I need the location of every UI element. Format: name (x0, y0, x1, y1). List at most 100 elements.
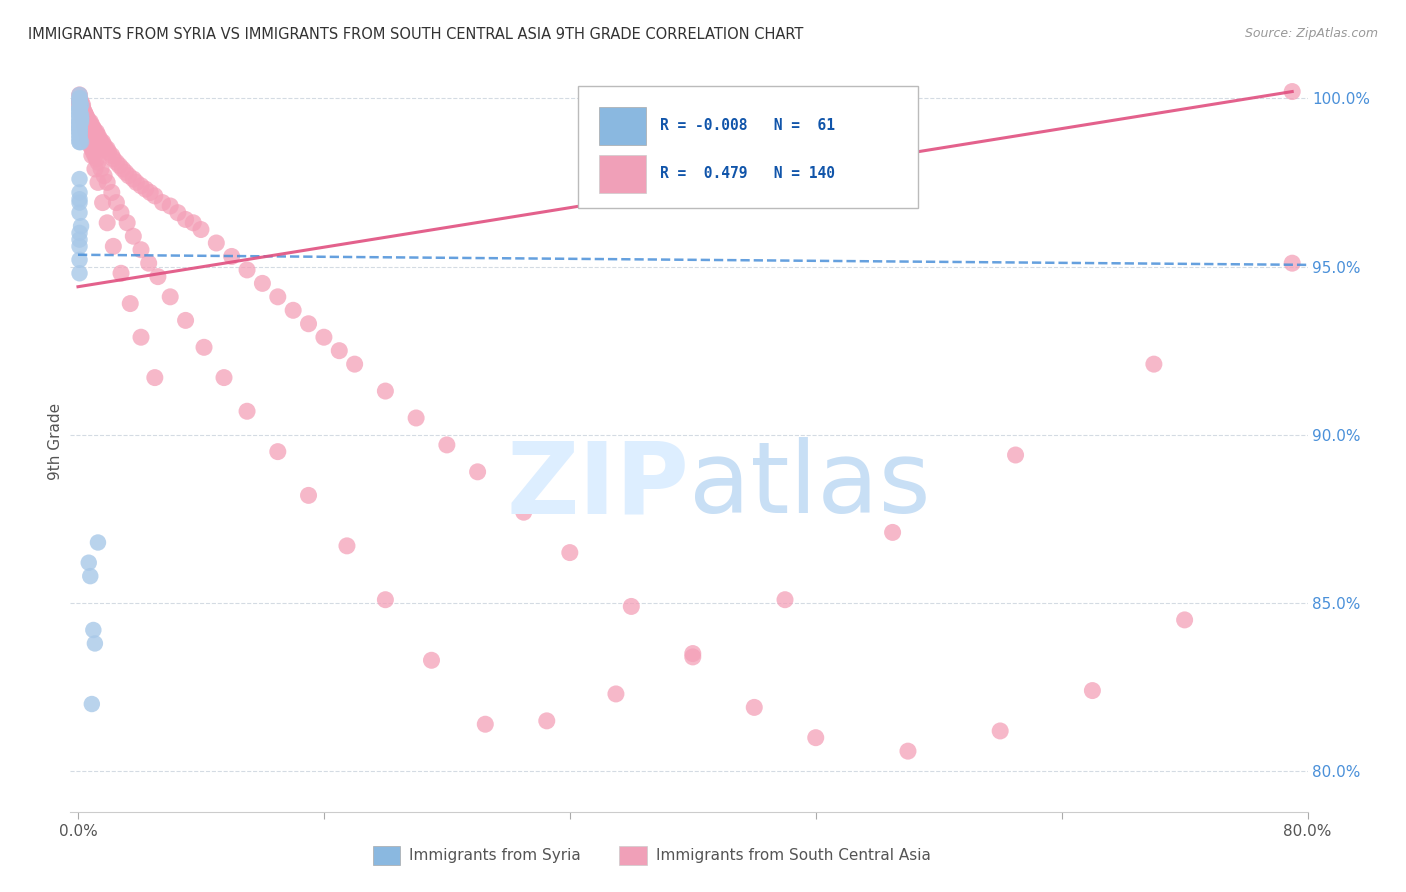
Text: ZIP: ZIP (506, 437, 689, 534)
Point (70, 135, 93, 149)
Legend: Immigrants from Syria, Immigrants from South Central Asia: Immigrants from Syria, Immigrants from S… (367, 840, 936, 871)
Point (76, 131, 98, 145)
Point (93, 169, 115, 183)
Point (512, 505, 534, 519)
Point (77, 115, 100, 129)
Point (76, 112, 98, 126)
Point (159, 199, 181, 213)
Point (69, 252, 91, 267)
Point (988, 723, 1011, 738)
Point (682, 647, 704, 661)
Point (1143, 357, 1166, 371)
Point (69, 91, 91, 105)
Text: IMMIGRANTS FROM SYRIA VS IMMIGRANTS FROM SOUTH CENTRAL ASIA 9TH GRADE CORRELATIO: IMMIGRANTS FROM SYRIA VS IMMIGRANTS FROM… (28, 27, 803, 42)
Point (1004, 448, 1026, 462)
Point (82, 121, 104, 136)
Point (174, 313, 197, 327)
Point (72, 108, 94, 122)
Point (72, 102, 94, 116)
Point (110, 205, 132, 219)
Point (174, 212, 197, 227)
Point (536, 714, 558, 728)
Point (86, 152, 108, 166)
Point (80, 121, 103, 136)
Point (69, 102, 91, 116)
Point (72, 108, 94, 122)
Point (742, 700, 765, 714)
Point (70, 102, 93, 116)
Point (87, 535, 110, 549)
Point (72, 98, 94, 112)
Point (122, 172, 145, 186)
Point (82, 623, 104, 637)
Point (474, 717, 496, 731)
Point (69, 131, 91, 145)
Point (82, 145, 104, 160)
Point (69, 102, 91, 116)
Point (129, 243, 152, 257)
Point (75, 121, 97, 136)
Point (69, 87, 91, 102)
Point (374, 384, 396, 398)
Point (69, 186, 91, 200)
Point (69, 95, 91, 109)
Point (336, 539, 359, 553)
Point (94, 142, 117, 156)
Point (138, 256, 160, 270)
Point (90, 135, 112, 149)
Point (804, 731, 827, 745)
Point (620, 599, 643, 614)
Point (69, 121, 91, 136)
Point (73, 118, 96, 132)
Point (135, 182, 157, 196)
Point (69, 226, 91, 240)
Point (69, 108, 91, 122)
Point (69, 104, 91, 119)
Point (69, 118, 91, 132)
Point (436, 438, 458, 452)
Point (75, 108, 97, 122)
Point (103, 152, 125, 166)
Point (221, 250, 243, 264)
Point (111, 161, 134, 176)
Point (69, 233, 91, 247)
Point (252, 277, 274, 291)
Point (91, 135, 114, 149)
Point (70, 108, 93, 122)
Point (143, 370, 166, 384)
Point (70, 115, 93, 129)
Bar (599, 106, 645, 145)
Point (236, 404, 259, 418)
Point (83, 161, 105, 176)
Point (87, 176, 110, 190)
Point (69, 104, 91, 119)
Point (558, 546, 581, 560)
Text: R = -0.008   N =  61: R = -0.008 N = 61 (661, 119, 835, 133)
Point (69, 125, 91, 139)
Point (129, 178, 152, 193)
Point (83, 125, 105, 139)
Point (69, 115, 91, 129)
Point (312, 330, 335, 344)
Point (159, 290, 181, 304)
Point (467, 465, 489, 479)
Point (69, 125, 91, 139)
Point (69, 95, 91, 109)
Point (73, 115, 96, 129)
Point (80, 148, 103, 162)
Point (80, 697, 103, 711)
Point (86, 128, 108, 143)
Point (69, 104, 91, 119)
Point (76, 112, 98, 126)
Point (101, 186, 124, 200)
Point (114, 165, 136, 179)
Point (93, 138, 115, 153)
Point (108, 159, 131, 173)
Point (70, 219, 93, 234)
Point (79, 138, 101, 153)
Point (70, 112, 93, 126)
Point (69, 95, 91, 109)
Point (75, 121, 97, 136)
Point (129, 330, 152, 344)
Text: R =  0.479   N = 140: R = 0.479 N = 140 (661, 167, 835, 181)
